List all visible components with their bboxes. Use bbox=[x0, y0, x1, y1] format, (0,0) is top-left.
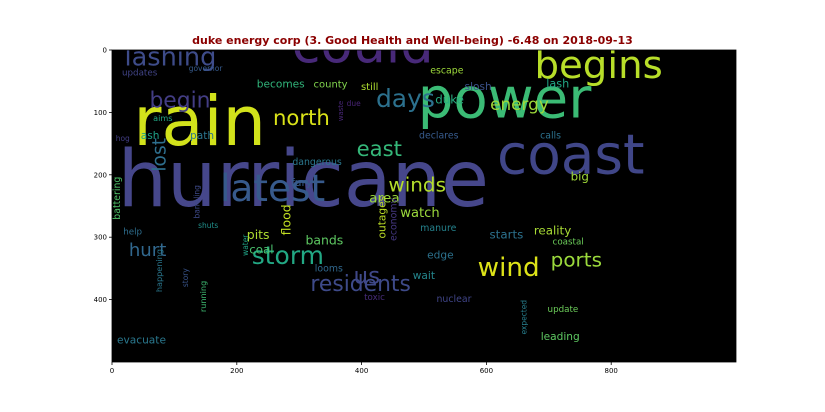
word-due: due bbox=[347, 99, 361, 108]
word-coastal: coastal bbox=[553, 238, 584, 248]
word-wind: wind bbox=[478, 253, 540, 283]
word-escape: escape bbox=[430, 66, 463, 77]
word-lash: lash bbox=[546, 77, 569, 90]
word-cloud: hurricanerainpowercoastcouldbeginslatest… bbox=[112, 50, 663, 346]
word-barreling: barreling bbox=[192, 185, 201, 219]
word-east: east bbox=[357, 137, 402, 162]
y-tick-label: 400 bbox=[94, 296, 107, 304]
x-tick-label: 800 bbox=[605, 367, 618, 375]
word-duke: duke bbox=[435, 93, 464, 107]
word-reality: reality bbox=[534, 224, 571, 238]
word-updates: updates bbox=[122, 69, 158, 79]
word-path: path bbox=[190, 130, 214, 142]
word-battering: battering bbox=[112, 177, 123, 220]
x-tick-label: 600 bbox=[480, 367, 493, 375]
word-begin: begin bbox=[149, 88, 210, 113]
word-becomes: becomes bbox=[257, 78, 305, 90]
word-edge: edge bbox=[427, 249, 453, 261]
word-looms: looms bbox=[315, 264, 343, 275]
y-tick-label: 0 bbox=[103, 47, 107, 55]
plot-area: hurricanerainpowercoastcouldbeginslatest… bbox=[112, 50, 736, 362]
word-residents: residents bbox=[310, 272, 410, 297]
word-watch: watch bbox=[400, 206, 439, 221]
word-running: running bbox=[198, 281, 208, 312]
word-ash: ash bbox=[141, 130, 160, 142]
word-aims: aims bbox=[153, 113, 172, 123]
word-hog: hog bbox=[116, 134, 130, 143]
word-big: big bbox=[571, 169, 589, 183]
y-tick-label: 300 bbox=[94, 234, 107, 242]
word-wait: wait bbox=[413, 270, 435, 282]
word-waste: waste bbox=[337, 101, 345, 121]
y-tick-label: 100 bbox=[94, 109, 107, 117]
word-story: story bbox=[181, 268, 190, 287]
word-expected: expected bbox=[519, 300, 528, 335]
word-governor: governor bbox=[189, 64, 224, 73]
y-tick-label: 200 bbox=[94, 171, 107, 179]
word-calls: calls bbox=[540, 131, 561, 142]
word-declares: declares bbox=[419, 131, 459, 142]
word-outages: outages bbox=[376, 196, 388, 239]
word-water: water bbox=[241, 234, 250, 256]
word-fury: fury bbox=[291, 177, 312, 189]
word-leading: leading bbox=[541, 331, 580, 343]
word-toxic: toxic bbox=[364, 293, 385, 303]
chart-title: duke energy corp (3. Good Health and Wel… bbox=[192, 34, 633, 47]
word-starts: starts bbox=[490, 227, 524, 241]
word-days: days bbox=[376, 84, 435, 113]
word-pits: pits bbox=[247, 227, 270, 242]
word-energy: energy bbox=[490, 94, 549, 114]
y-axis-ticks: 0 100 200 300 400 bbox=[94, 47, 112, 304]
word-flood: flood bbox=[278, 204, 293, 235]
word-shuts: shuts bbox=[198, 221, 218, 230]
word-slosh: slosh bbox=[465, 81, 492, 93]
word-economy: economy bbox=[389, 198, 400, 241]
word-lost: lost bbox=[150, 138, 171, 172]
word-county: county bbox=[314, 79, 348, 90]
x-tick-label: 0 bbox=[110, 367, 114, 375]
x-axis-ticks: 0 200 400 600 800 bbox=[110, 362, 618, 375]
word-still: still bbox=[361, 82, 378, 93]
x-tick-label: 400 bbox=[355, 367, 368, 375]
word-coal: coal bbox=[249, 242, 273, 256]
word-happening: happening bbox=[154, 249, 164, 292]
x-tick-label: 200 bbox=[230, 367, 243, 375]
word-update: update bbox=[548, 305, 579, 315]
word-dangerous: dangerous bbox=[292, 157, 342, 168]
word-north: north bbox=[273, 106, 330, 131]
word-nuclear: nuclear bbox=[436, 294, 471, 305]
word-ports: ports bbox=[551, 248, 602, 272]
word-manure: manure bbox=[420, 223, 456, 234]
word-help: help bbox=[123, 228, 142, 238]
word-bands: bands bbox=[305, 233, 343, 248]
word-evacuate: evacuate bbox=[117, 334, 166, 346]
word-could: could bbox=[292, 50, 434, 75]
